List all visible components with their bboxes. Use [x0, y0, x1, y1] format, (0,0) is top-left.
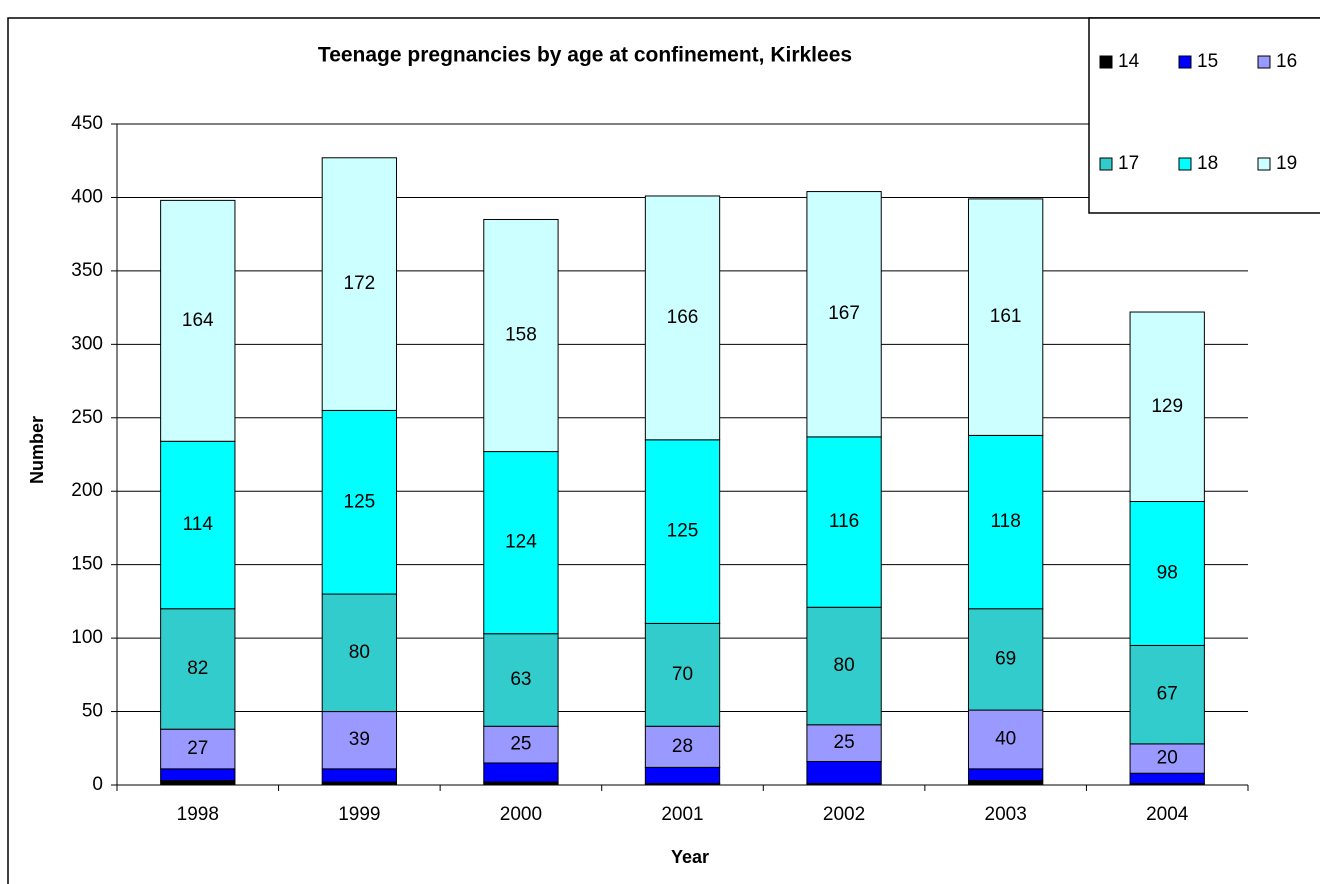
bar-segment	[967, 608, 1044, 711]
data-label: 69	[995, 648, 1016, 669]
chart-title: Teenage pregnancies by age at confinemen…	[318, 44, 852, 67]
legend-swatch	[1257, 157, 1271, 171]
bar-segment	[160, 440, 236, 610]
data-label: 25	[510, 734, 531, 755]
y-tick-label: 300	[71, 333, 103, 354]
bar-segment	[644, 439, 721, 624]
bar-segment	[483, 451, 559, 635]
data-label: 28	[672, 736, 693, 757]
data-label: 39	[349, 729, 370, 750]
data-label: 40	[995, 728, 1016, 749]
x-tick-label: 1999	[338, 804, 380, 825]
y-tick-label: 400	[71, 186, 103, 207]
bar-segment	[321, 157, 398, 411]
data-label: 118	[990, 511, 1020, 532]
y-tick-label: 50	[82, 701, 103, 722]
x-tick-label: 2001	[661, 804, 703, 825]
legend-swatch	[1178, 55, 1192, 69]
legend-label: 15	[1197, 51, 1218, 72]
y-axis-label: Number	[27, 416, 47, 484]
x-axis-label: Year	[671, 847, 709, 867]
bar-segment	[967, 780, 1044, 786]
data-label: 172	[344, 273, 376, 294]
x-tick-label: 2004	[1146, 804, 1189, 825]
bar-segment	[321, 409, 398, 595]
x-tick-label: 2002	[823, 804, 865, 825]
data-label: 98	[1157, 562, 1178, 583]
legend-label: 19	[1276, 153, 1297, 174]
data-label: 161	[990, 306, 1022, 327]
legend-swatch	[1178, 157, 1192, 171]
y-tick-label: 150	[71, 554, 103, 575]
data-label: 125	[667, 521, 699, 542]
legend-swatch	[1257, 55, 1271, 69]
legend-box	[1088, 17, 1320, 214]
data-label: 129	[1151, 396, 1183, 417]
bar-segment	[160, 780, 236, 786]
bar-segment	[806, 191, 882, 438]
x-tick-label: 1998	[177, 804, 219, 825]
bar-segment	[1129, 501, 1205, 646]
bar-segment	[160, 199, 236, 442]
x-tick-label: 2003	[985, 804, 1027, 825]
y-tick-label: 250	[71, 407, 103, 428]
y-tick-label: 450	[71, 113, 103, 134]
bar-segment	[967, 709, 1044, 770]
bar-segment	[321, 711, 398, 770]
data-label: 116	[829, 511, 859, 532]
bar-segment	[483, 762, 559, 783]
bar-segment	[644, 195, 721, 441]
bar-segment	[321, 593, 398, 713]
bar-segment	[644, 622, 721, 727]
bar-segment	[160, 768, 236, 782]
data-label: 63	[510, 669, 531, 690]
data-label: 67	[1157, 684, 1178, 705]
bar-segment	[1129, 311, 1205, 503]
bar-segment	[483, 633, 559, 727]
bar-segment	[160, 608, 236, 730]
bar-segment	[1129, 644, 1205, 745]
data-label: 164	[182, 310, 214, 331]
data-label: 125	[344, 491, 376, 512]
y-tick-label: 350	[71, 260, 103, 281]
data-label: 80	[834, 655, 855, 676]
data-label: 166	[667, 307, 699, 328]
bar-segment	[967, 768, 1044, 782]
data-label: 27	[187, 738, 208, 759]
x-tick-label: 2000	[500, 804, 542, 825]
data-label: 82	[187, 658, 208, 679]
data-label: 124	[505, 532, 537, 553]
legend-label: 17	[1118, 153, 1139, 174]
legend-swatch	[1099, 157, 1113, 171]
legend-swatch	[1099, 55, 1113, 69]
data-label: 25	[834, 732, 855, 753]
y-tick-label: 100	[71, 627, 103, 648]
data-label: 114	[183, 514, 214, 535]
bar-segment	[806, 760, 882, 785]
bar-segment	[806, 606, 882, 726]
legend-label: 14	[1118, 51, 1140, 72]
bar-segment	[644, 766, 721, 785]
bar-segment	[1129, 772, 1205, 785]
legend-label: 16	[1276, 51, 1297, 72]
bar-segment	[806, 436, 882, 608]
y-tick-label: 0	[92, 774, 103, 795]
bar-segment	[321, 768, 398, 783]
data-label: 20	[1157, 748, 1178, 769]
data-label: 158	[505, 325, 537, 346]
data-label: 167	[828, 303, 860, 324]
bar-segment	[1129, 743, 1205, 774]
y-tick-label: 200	[71, 480, 103, 501]
data-label: 80	[349, 642, 370, 663]
bar-segment	[483, 218, 559, 453]
data-label: 70	[672, 664, 693, 685]
bar-segment	[967, 198, 1044, 436]
legend-label: 18	[1197, 153, 1218, 174]
bar-segment	[806, 724, 882, 762]
